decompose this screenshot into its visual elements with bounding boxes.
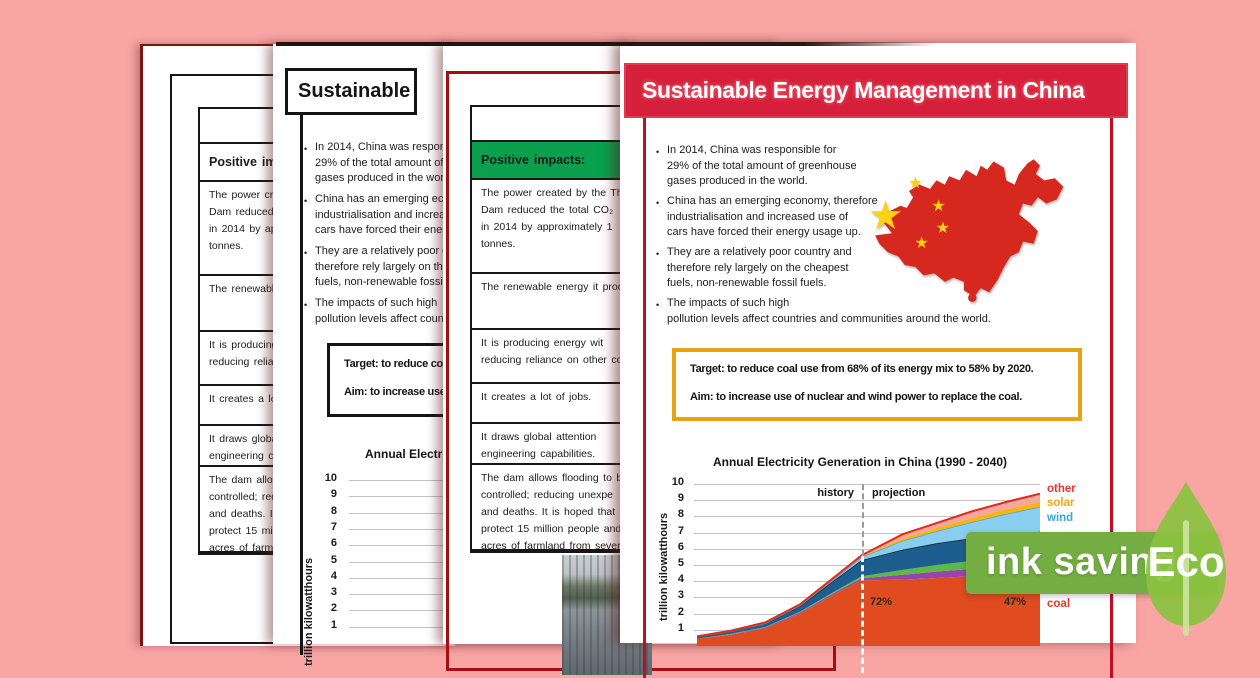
legend-coal: coal [1047, 598, 1071, 610]
bullet-icon: • [304, 248, 308, 258]
page-title: Sustainable Energy Management in China [642, 77, 1085, 103]
legend-solar: solar [1047, 497, 1075, 509]
page-top-shadow [276, 42, 938, 46]
small-star-icon: ★ [936, 220, 950, 237]
bullet-icon: • [304, 144, 308, 154]
bullet-icon: • [656, 300, 660, 310]
aim-text: Aim: to increase use of nuclear and wind… [690, 391, 1022, 403]
legend-wind: wind [1047, 512, 1074, 524]
china-map: ★ ★ ★ ★ ★ [868, 159, 1064, 302]
history-label: history [817, 487, 854, 499]
bullet-icon: • [304, 300, 308, 310]
bullet-icon: • [656, 147, 660, 157]
eco-leaf-icon: Eco [1146, 482, 1226, 636]
legend-other: other [1047, 483, 1076, 495]
hainan-island [968, 293, 977, 302]
coal-share-2014: 72% [870, 596, 893, 608]
title-box: Sustainable Energy Management in China [285, 68, 417, 115]
content-frame [300, 115, 743, 655]
bullet-icon: • [304, 196, 308, 206]
resource-preview: { "page_background": "#f8a5a4", "eco_bad… [140, 42, 1226, 678]
eco-label: Eco [1147, 538, 1224, 585]
target-text: Target: to reduce coal use from 68% of i… [690, 363, 1034, 375]
list-item: • In 2014, China was responsible for 29% … [656, 144, 857, 187]
small-star-icon: ★ [908, 175, 922, 192]
title-banner: Sustainable Energy Management in China [624, 63, 1128, 118]
list-item: • They are a relatively poor country and… [656, 246, 852, 289]
y-axis-label: trillion kilowatthours [303, 557, 315, 666]
china-outline [875, 159, 1064, 297]
content-frame [643, 118, 1113, 678]
list-item: • China has an emerging economy, therefo… [656, 195, 878, 238]
projection-label: projection [872, 487, 926, 499]
coal-share-2040: 47% [1004, 596, 1027, 608]
target-aim-box: Target: to reduce coal use from 68% of i… [672, 348, 1082, 421]
small-star-icon: ★ [914, 235, 928, 252]
leaf-stem [1183, 520, 1189, 636]
coal-share-divider [861, 556, 864, 673]
chart-title: Annual Electricity Generation in China (… [712, 455, 1008, 469]
bullet-icon: • [656, 198, 660, 208]
ink-saving-label: ink saving [986, 541, 1177, 583]
big-star-icon: ★ [868, 193, 904, 238]
small-star-icon: ★ [931, 198, 945, 215]
page-title: Sustainable Energy Management in China [298, 80, 414, 102]
y-axis-label: trillion kilowatthours [658, 512, 670, 621]
bullet-icon: • [656, 249, 660, 259]
history-projection-divider [862, 484, 864, 556]
list-item: • The impacts of such high pollution leve… [656, 297, 991, 325]
